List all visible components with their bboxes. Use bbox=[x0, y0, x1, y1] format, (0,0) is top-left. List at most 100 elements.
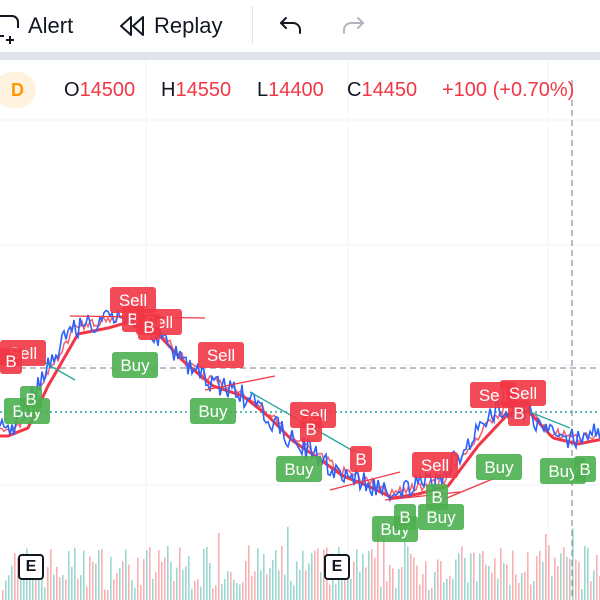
volume-bar bbox=[437, 559, 439, 600]
earnings-event-marker[interactable]: E bbox=[18, 554, 44, 580]
volume-bar bbox=[11, 565, 13, 600]
sell-signal-label[interactable]: B bbox=[350, 446, 372, 472]
volume-bar bbox=[563, 547, 565, 600]
signal-label-text: Buy bbox=[426, 508, 456, 527]
volume-bar bbox=[572, 528, 574, 600]
volume-bar bbox=[104, 589, 106, 600]
volume-bar bbox=[323, 549, 325, 600]
price-chart[interactable]: SellBuyBBSellBSellBuySellBBuySellBBuyBBu… bbox=[0, 60, 600, 600]
volume-bar bbox=[293, 585, 295, 600]
volume-bar bbox=[14, 553, 16, 600]
buy-signal-label[interactable]: Buy bbox=[112, 352, 158, 378]
volume-bar bbox=[269, 567, 271, 600]
signal-label-background bbox=[412, 452, 458, 478]
volume-bar bbox=[416, 565, 418, 600]
volume-bar bbox=[266, 574, 268, 600]
volume-bar bbox=[584, 546, 586, 600]
signal-label-background bbox=[198, 342, 244, 368]
volume-bar bbox=[107, 589, 109, 600]
volume-bar bbox=[116, 573, 118, 600]
volume-bar bbox=[59, 577, 61, 600]
signal-label-background bbox=[476, 454, 522, 480]
volume-bar bbox=[77, 578, 79, 600]
buy-signal-label[interactable]: B bbox=[20, 386, 42, 412]
volume-bar bbox=[398, 568, 400, 600]
buy-signal-label[interactable]: Buy bbox=[418, 504, 464, 530]
volume-bar bbox=[530, 584, 532, 600]
volume-bar bbox=[53, 574, 55, 600]
signal-label-text: B bbox=[579, 460, 590, 479]
sell-signal-label[interactable]: B bbox=[0, 348, 22, 374]
buy-signal-label[interactable]: Buy bbox=[476, 454, 522, 480]
volume-bar bbox=[278, 570, 280, 600]
volume-bar bbox=[173, 581, 175, 600]
change-value: +100 (+0.70%) bbox=[442, 79, 575, 101]
buy-signal-label[interactable]: B bbox=[426, 484, 448, 510]
volume-bar bbox=[275, 550, 277, 600]
signal-label-text: Sell bbox=[421, 456, 449, 475]
volume-bar bbox=[263, 553, 265, 600]
volume-bar bbox=[203, 548, 205, 600]
ohlc-legend: D O 14500 H 14550 L 14400 C 14450 +100 (+0.7… bbox=[0, 72, 600, 110]
buy-signal-label[interactable]: Buy bbox=[276, 456, 322, 482]
open-value: O 14500 bbox=[64, 79, 136, 101]
sell-signal-label[interactable]: B bbox=[508, 400, 530, 426]
sell-signal-label[interactable]: B bbox=[138, 314, 160, 340]
volume-bar bbox=[191, 588, 193, 600]
volume-bar bbox=[512, 550, 514, 600]
alert-button[interactable]: Alert bbox=[0, 0, 73, 52]
sell-signal-label[interactable]: Sell bbox=[500, 380, 546, 406]
volume-bar bbox=[470, 553, 472, 600]
volume-bar bbox=[71, 566, 73, 600]
volume-bar bbox=[152, 578, 154, 600]
volume-bar bbox=[194, 580, 196, 600]
buy-signal-label[interactable]: B bbox=[394, 504, 416, 530]
signal-label-text: Buy bbox=[120, 356, 150, 375]
replay-button[interactable]: Replay bbox=[118, 0, 222, 52]
low-value: L 14400 bbox=[257, 79, 324, 101]
alarm-clock-plus-icon bbox=[0, 15, 19, 44]
volume-bar bbox=[491, 572, 493, 600]
volume-bar bbox=[365, 567, 367, 600]
volume-bar bbox=[257, 548, 259, 600]
buy-signal-label[interactable]: Buy bbox=[190, 398, 236, 424]
volume-bar bbox=[212, 588, 214, 600]
sell-signal-label[interactable]: Sell bbox=[110, 287, 156, 313]
signal-label-background bbox=[276, 456, 322, 482]
volume-bar bbox=[65, 579, 67, 600]
volume-bar bbox=[539, 550, 541, 600]
volume-bar bbox=[47, 567, 49, 600]
earnings-event-marker[interactable]: E bbox=[324, 554, 350, 580]
volume-bar bbox=[119, 567, 121, 600]
interval-badge[interactable]: D bbox=[0, 72, 36, 108]
signal-label-text: Buy bbox=[284, 460, 314, 479]
redo-button[interactable] bbox=[340, 0, 366, 52]
volume-bar bbox=[140, 585, 142, 600]
buy-signal-label[interactable]: B bbox=[574, 456, 596, 482]
toolbar-bottom-border bbox=[0, 52, 600, 60]
volume-bar bbox=[404, 532, 406, 600]
volume-bar bbox=[314, 550, 316, 600]
volume-bar bbox=[449, 575, 451, 600]
volume-bar bbox=[149, 547, 151, 600]
sell-signal-label[interactable]: Sell bbox=[198, 342, 244, 368]
volume-bar bbox=[62, 575, 64, 600]
volume-bar bbox=[5, 580, 7, 600]
volume-bar bbox=[392, 568, 394, 600]
toolbar-divider bbox=[252, 6, 253, 44]
signal-label-text: B bbox=[143, 318, 154, 337]
volume-bar bbox=[287, 526, 289, 600]
signal-label-background bbox=[508, 400, 530, 426]
sell-signal-label[interactable]: B bbox=[300, 416, 322, 442]
sell-signal-label[interactable]: Sell bbox=[412, 452, 458, 478]
undo-icon bbox=[280, 17, 301, 34]
volume-bar bbox=[464, 557, 466, 600]
volume-bar bbox=[284, 574, 286, 600]
volume-bar bbox=[515, 574, 517, 600]
signal-label-background bbox=[190, 398, 236, 424]
volume-bar bbox=[419, 584, 421, 600]
undo-button[interactable] bbox=[278, 0, 304, 52]
volume-bar bbox=[542, 561, 544, 600]
volume-bar bbox=[248, 545, 250, 600]
volume-bar bbox=[164, 557, 166, 600]
